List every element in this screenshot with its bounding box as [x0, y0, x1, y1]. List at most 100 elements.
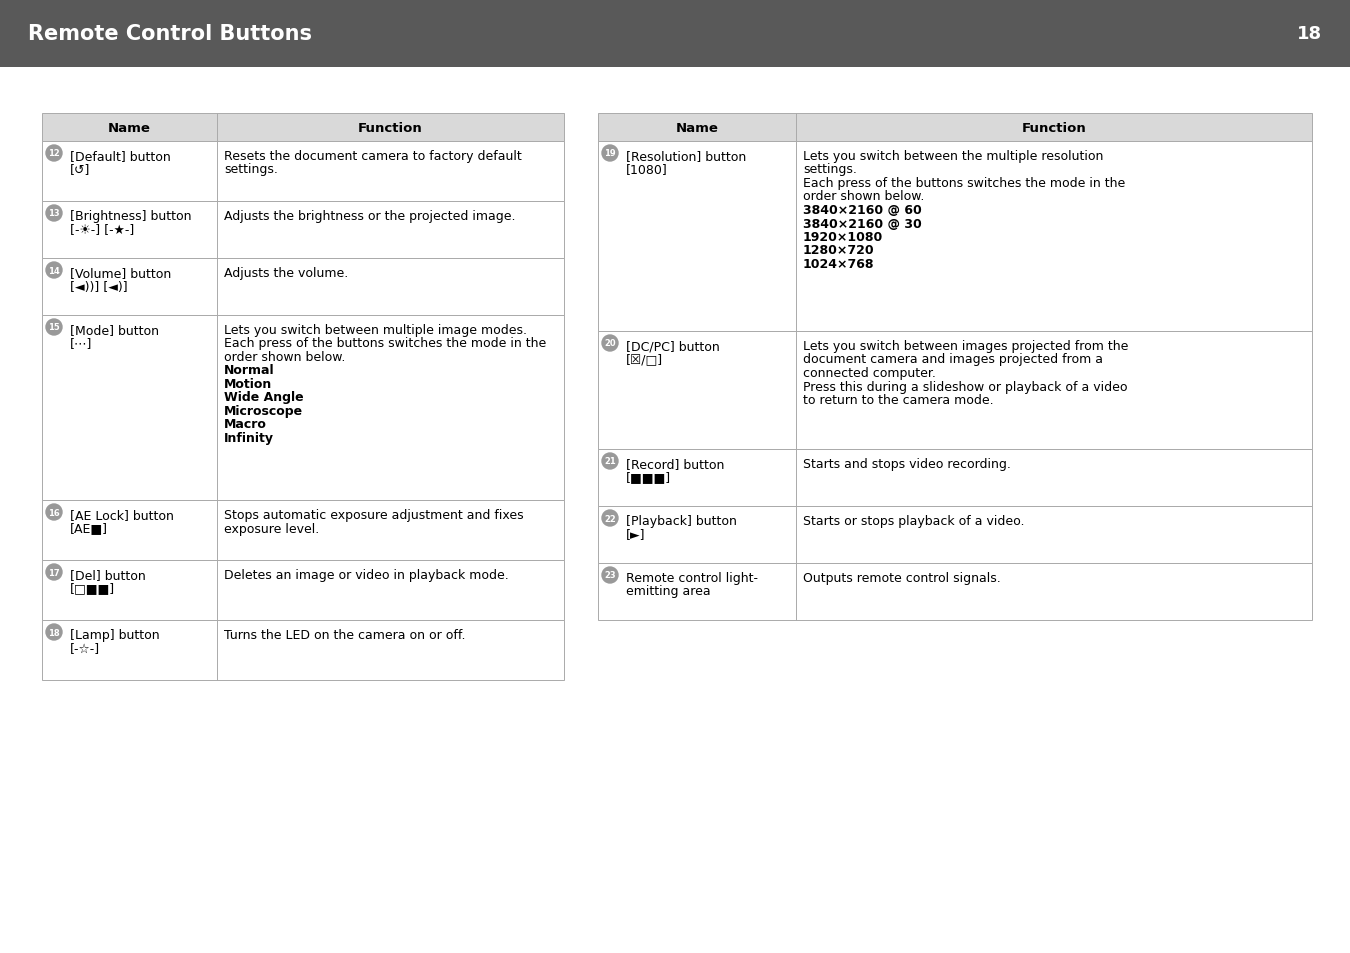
Circle shape [602, 511, 618, 526]
Text: 14: 14 [49, 266, 59, 275]
Text: [-☆-]: [-☆-] [70, 641, 100, 655]
Bar [598, 450, 1312, 506]
Bar [42, 142, 564, 202]
Text: [□■■]: [□■■] [70, 582, 115, 595]
Text: [AE■]: [AE■] [70, 522, 108, 535]
Circle shape [46, 263, 62, 278]
Bar [42, 500, 564, 560]
Text: emitting area: emitting area [626, 585, 710, 598]
Text: Press this during a slideshow or playback of a video: Press this during a slideshow or playbac… [803, 380, 1127, 393]
Text: 22: 22 [603, 514, 616, 523]
Text: Remote control light-: Remote control light- [626, 572, 757, 584]
Text: [Resolution] button: [Resolution] button [626, 150, 747, 163]
Text: 19: 19 [605, 150, 616, 158]
Text: 1024×768: 1024×768 [803, 257, 875, 271]
Text: 3840×2160 @ 30: 3840×2160 @ 30 [803, 217, 922, 231]
Text: Lets you switch between images projected from the: Lets you switch between images projected… [803, 339, 1129, 353]
Text: Normal: Normal [224, 364, 274, 377]
Text: 1920×1080: 1920×1080 [803, 231, 883, 244]
Text: 3840×2160 @ 60: 3840×2160 @ 60 [803, 204, 922, 216]
Text: Adjusts the volume.: Adjusts the volume. [224, 267, 348, 280]
Text: Turns the LED on the camera on or off.: Turns the LED on the camera on or off. [224, 628, 466, 641]
Text: [Playback] button: [Playback] button [626, 515, 737, 527]
Text: [AE Lock] button: [AE Lock] button [70, 509, 174, 521]
Text: 18: 18 [49, 628, 59, 637]
Text: Each press of the buttons switches the mode in the: Each press of the buttons switches the m… [224, 337, 547, 350]
Text: 13: 13 [49, 210, 59, 218]
Text: [⋯]: [⋯] [70, 337, 92, 350]
Text: Starts and stops video recording.: Starts and stops video recording. [803, 457, 1011, 471]
Text: [DC/PC] button: [DC/PC] button [626, 339, 720, 353]
Circle shape [46, 624, 62, 640]
Bar [42, 560, 564, 620]
Text: exposure level.: exposure level. [224, 522, 319, 535]
Text: [◄))] [◄)]: [◄))] [◄)] [70, 280, 128, 294]
Text: [Mode] button: [Mode] button [70, 324, 159, 336]
Text: [1080]: [1080] [626, 163, 668, 176]
Circle shape [46, 146, 62, 162]
Bar [0, 0, 1350, 68]
Text: Remote Control Buttons: Remote Control Buttons [28, 24, 312, 44]
Text: Stops automatic exposure adjustment and fixes: Stops automatic exposure adjustment and … [224, 509, 524, 521]
Text: [Lamp] button: [Lamp] button [70, 628, 159, 641]
Text: [Default] button: [Default] button [70, 150, 170, 163]
Text: order shown below.: order shown below. [224, 351, 346, 364]
Text: Motion: Motion [224, 377, 273, 391]
Text: Wide Angle: Wide Angle [224, 391, 304, 404]
Text: Lets you switch between the multiple resolution: Lets you switch between the multiple res… [803, 150, 1103, 163]
Text: Starts or stops playback of a video.: Starts or stops playback of a video. [803, 515, 1025, 527]
Text: 12: 12 [49, 150, 59, 158]
Text: Resets the document camera to factory default: Resets the document camera to factory de… [224, 150, 521, 163]
Text: order shown below.: order shown below. [803, 191, 925, 203]
Text: Microscope: Microscope [224, 405, 304, 417]
Bar [42, 113, 564, 142]
Text: Name: Name [108, 121, 151, 134]
Text: 1280×720: 1280×720 [803, 244, 875, 257]
Text: [Del] button: [Del] button [70, 568, 146, 581]
Text: Adjusts the brightness or the projected image.: Adjusts the brightness or the projected … [224, 210, 516, 223]
Text: connected computer.: connected computer. [803, 367, 936, 379]
Text: [↺]: [↺] [70, 163, 90, 176]
Circle shape [46, 319, 62, 335]
Text: [☒/□]: [☒/□] [626, 354, 663, 366]
Text: Lets you switch between multiple image modes.: Lets you switch between multiple image m… [224, 324, 526, 336]
Text: 21: 21 [603, 457, 616, 466]
Text: Macro: Macro [224, 418, 267, 431]
Text: [Volume] button: [Volume] button [70, 267, 171, 280]
Text: Deletes an image or video in playback mode.: Deletes an image or video in playback mo… [224, 568, 509, 581]
Bar [598, 506, 1312, 563]
Text: [Record] button: [Record] button [626, 457, 725, 471]
Text: 17: 17 [49, 568, 59, 577]
Text: Function: Function [358, 121, 423, 134]
Circle shape [46, 206, 62, 222]
Text: [-☀-] [-★-]: [-☀-] [-★-] [70, 223, 134, 236]
Text: 15: 15 [49, 323, 59, 333]
Bar [598, 142, 1312, 332]
Bar [42, 258, 564, 315]
Text: 20: 20 [605, 339, 616, 348]
Bar [598, 113, 1312, 142]
Text: Infinity: Infinity [224, 432, 274, 444]
Text: Name: Name [675, 121, 718, 134]
Circle shape [46, 564, 62, 580]
Text: Function: Function [1022, 121, 1087, 134]
Bar [42, 620, 564, 680]
Bar [598, 332, 1312, 450]
Text: [►]: [►] [626, 528, 645, 541]
Circle shape [602, 567, 618, 583]
Bar [42, 315, 564, 500]
Bar [598, 563, 1312, 620]
Text: 18: 18 [1297, 25, 1322, 43]
Text: settings.: settings. [224, 163, 278, 176]
Text: document camera and images projected from a: document camera and images projected fro… [803, 354, 1103, 366]
Circle shape [602, 454, 618, 470]
Text: Each press of the buttons switches the mode in the: Each press of the buttons switches the m… [803, 177, 1126, 190]
Bar [42, 202, 564, 258]
Text: 16: 16 [49, 508, 59, 517]
Text: to return to the camera mode.: to return to the camera mode. [803, 394, 994, 407]
Text: Outputs remote control signals.: Outputs remote control signals. [803, 572, 1000, 584]
Circle shape [602, 335, 618, 352]
Circle shape [602, 146, 618, 162]
Text: [Brightness] button: [Brightness] button [70, 210, 192, 223]
Circle shape [46, 504, 62, 520]
